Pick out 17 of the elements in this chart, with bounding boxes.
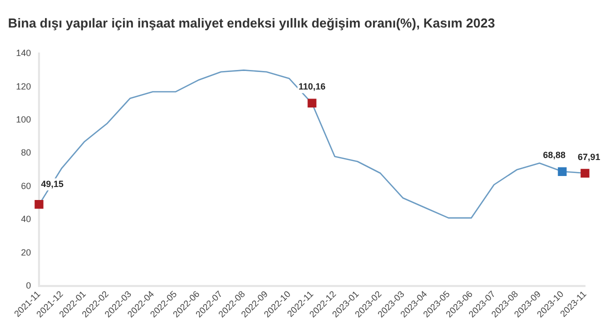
y-tick-label: 20 <box>21 247 32 258</box>
data-label: 68,88 <box>542 150 566 160</box>
point <box>558 167 567 176</box>
point <box>34 200 44 209</box>
point <box>580 168 590 178</box>
y-tick-label: 40 <box>21 214 32 224</box>
y-tick-label: 80 <box>21 148 32 158</box>
data-label: 110,16 <box>298 82 326 92</box>
data-label: 49,15 <box>41 178 64 189</box>
point <box>308 98 316 108</box>
y-tick-label: 100 <box>16 114 32 124</box>
y-tick-label: 60 <box>21 180 32 191</box>
data-label: 67,91 <box>578 152 600 162</box>
y-tick-label: 120 <box>16 81 32 92</box>
y-tick-label: 140 <box>16 48 32 58</box>
chart-title: Bina dışı yapılar için inşaat maliyet endeksi yıllık değişim oranı(%), Kasım 2023 <box>8 15 495 30</box>
y-tick-label: 0 <box>26 280 32 290</box>
